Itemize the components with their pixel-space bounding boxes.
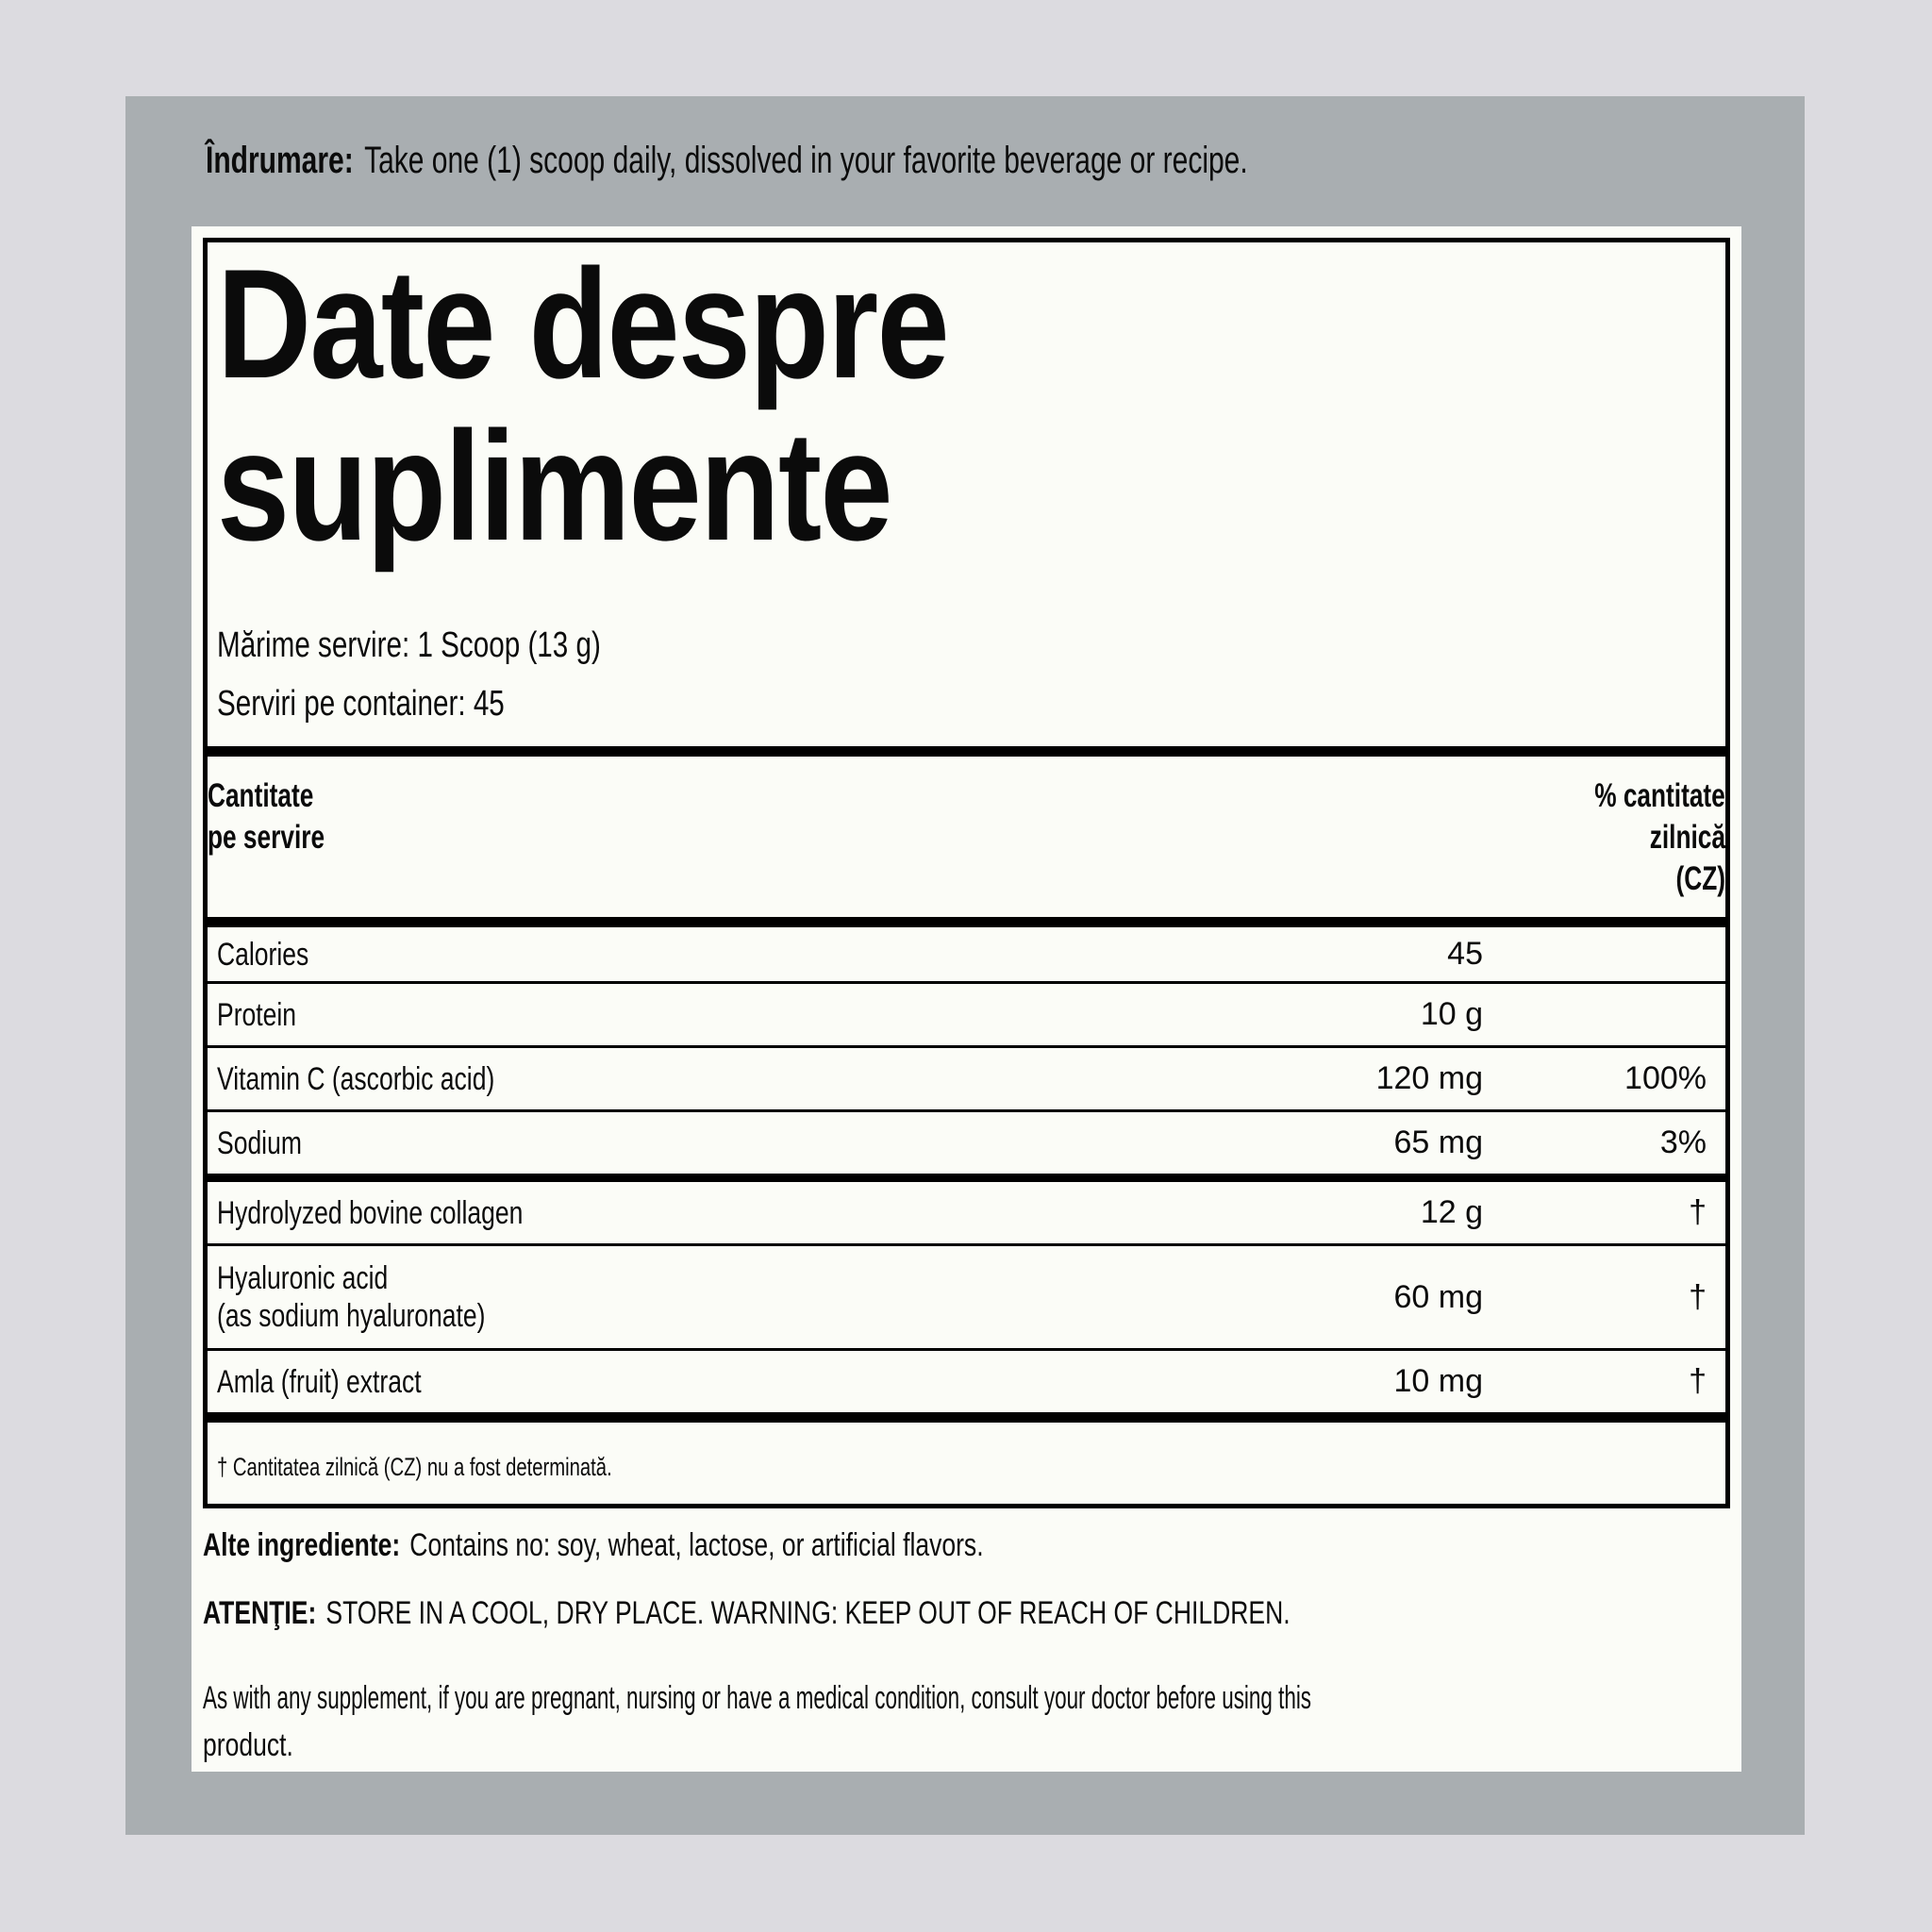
- nutrient-name: Sodium: [217, 1124, 302, 1161]
- amount-cell: 60 mg: [1393, 1278, 1484, 1315]
- daily-value-cell: †: [1689, 1363, 1707, 1399]
- table-row-sodium: Sodium 65 mg 3%: [208, 1109, 1725, 1174]
- table-row-protein: Protein 10 g: [208, 981, 1725, 1045]
- label-panel: Îndrumare: Take one (1) scoop daily, diss…: [125, 96, 1805, 1835]
- nutrient-name: Hyaluronic acid (as sodium hyaluronate): [217, 1260, 486, 1334]
- caution-body: STORE IN A COOL, DRY PLACE. WARNING: KEE…: [325, 1595, 1291, 1631]
- directions-body: Take one (1) scoop daily, dissolved in y…: [364, 140, 1248, 181]
- column-header-amount-line1: Cantitate: [208, 777, 314, 814]
- column-header-amount-line2: pe servire: [208, 819, 325, 856]
- daily-value-cell: †: [1689, 1278, 1707, 1315]
- column-header-dv-line3: (CZ): [1675, 860, 1725, 897]
- amount-cell: 45: [1447, 936, 1483, 972]
- table-row-collagen: Hydrolyzed bovine collagen 12 g †: [208, 1174, 1725, 1243]
- daily-value-cell: †: [1689, 1194, 1707, 1230]
- facts-title-line1: Date despre: [217, 237, 950, 410]
- table-row-calories: Calories 45: [208, 927, 1725, 981]
- nutrient-name: Vitamin C (ascorbic acid): [217, 1060, 495, 1097]
- table-row-amla: Amla (fruit) extract 10 mg †: [208, 1348, 1725, 1412]
- column-header-amount: Cantitate pe servire: [208, 775, 363, 858]
- daily-value-cell: 3%: [1659, 1124, 1707, 1160]
- amount-cell: 10 g: [1420, 996, 1483, 1032]
- caution-text: ATENŢIE: STORE IN A COOL, DRY PLACE. WARN…: [203, 1591, 1713, 1635]
- table-row-vitamin-c: Vitamin C (ascorbic acid) 120 mg 100%: [208, 1045, 1725, 1109]
- thick-divider-header: [208, 917, 1725, 927]
- supplement-facts-box: Date despre suplimente Mărime servire: 1…: [203, 238, 1730, 1508]
- column-header-dv-line1: % cantitate: [1594, 777, 1725, 814]
- directions-lead: Îndrumare:: [206, 140, 354, 181]
- disclaimer-line1: As with any supplement, if you are pregn…: [203, 1680, 1312, 1716]
- amount-cell: 120 mg: [1375, 1060, 1483, 1096]
- serving-info: Mărime servire: 1 Scoop (13 g) Serviri p…: [208, 616, 1725, 733]
- disclaimer-text: As with any supplement, if you are pregn…: [203, 1674, 1713, 1769]
- other-ingredients-body: Contains no: soy, wheat, lactose, or art…: [409, 1527, 984, 1563]
- thick-divider-bottom: [208, 1412, 1725, 1423]
- facts-title: Date despre suplimente: [208, 242, 1725, 567]
- serving-size: Mărime servire: 1 Scoop (13 g): [217, 625, 601, 665]
- caution-lead: ATENŢIE:: [203, 1595, 317, 1631]
- amount-cell: 12 g: [1420, 1194, 1483, 1230]
- servings-per-container: Serviri pe container: 45: [217, 684, 505, 724]
- column-header-dv-line2: zilnică: [1649, 819, 1725, 856]
- daily-value-cell: 100%: [1624, 1060, 1707, 1096]
- label-card: Date despre suplimente Mărime servire: 1…: [192, 226, 1741, 1772]
- daily-value-footnote: † Cantitatea zilnică (CZ) nu a fost dete…: [217, 1453, 612, 1481]
- column-header-daily-value: % cantitate zilnică (CZ): [1551, 775, 1725, 900]
- table-row-hyaluronic-acid: Hyaluronic acid (as sodium hyaluronate) …: [208, 1243, 1725, 1348]
- nutrient-name: Amla (fruit) extract: [217, 1363, 422, 1400]
- amount-cell: 65 mg: [1393, 1124, 1484, 1160]
- thick-divider-top: [208, 746, 1725, 757]
- directions-text: Îndrumare: Take one (1) scoop daily, diss…: [206, 134, 1595, 187]
- nutrient-name: Calories: [217, 936, 309, 973]
- other-ingredients-lead: Alte ingrediente:: [203, 1527, 401, 1563]
- auxiliary-text-area: Alte ingrediente: Contains no: soy, wheat…: [192, 1524, 1741, 1769]
- table-header-row: Cantitate pe servire % cantitate zilnică…: [208, 757, 1725, 917]
- amount-cell: 10 mg: [1393, 1363, 1484, 1399]
- disclaimer-line2: product.: [203, 1727, 293, 1763]
- facts-title-line2: suplimente: [217, 399, 893, 573]
- nutrient-name: Hydrolyzed bovine collagen: [217, 1194, 524, 1231]
- other-ingredients-text: Alte ingrediente: Contains no: soy, wheat…: [203, 1524, 1713, 1567]
- nutrient-name: Protein: [217, 996, 297, 1033]
